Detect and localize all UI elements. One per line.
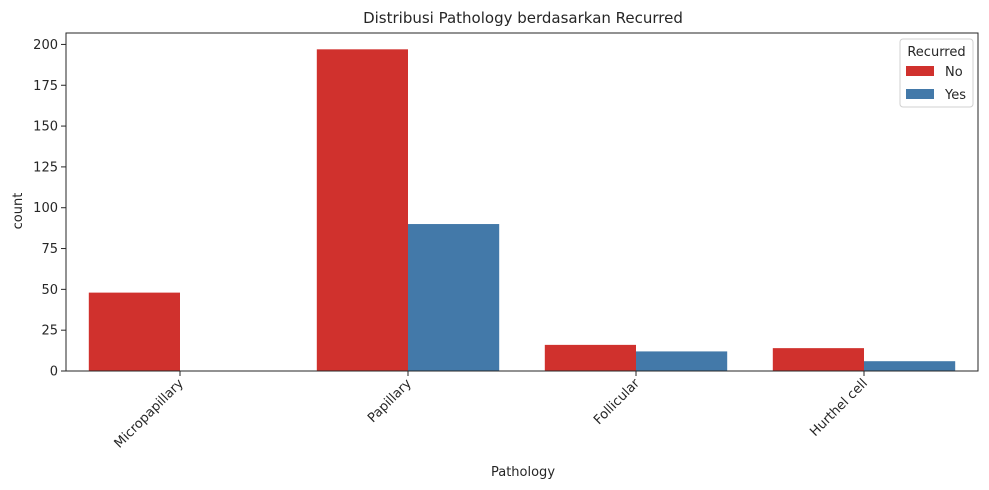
x-tick-label-hurthel-cell: Hurthel cell	[807, 376, 871, 440]
legend-title: Recurred	[907, 45, 965, 60]
y-axis-label: count	[11, 193, 26, 230]
y-tick-label: 200	[33, 38, 58, 53]
bar-no-follicular	[544, 344, 636, 371]
bar-yes-follicular	[636, 351, 728, 371]
legend-label-no: No	[945, 65, 963, 80]
plot-frame	[65, 32, 979, 372]
plot-area: 0 25 50 75 100 125 150 175 200 Micropapillary Papi…	[33, 32, 979, 451]
legend-swatch-yes	[906, 89, 934, 99]
bar-yes-papillary	[408, 224, 500, 371]
legend: Recurred No Yes	[899, 38, 974, 108]
x-tick-label-micropapillary: Micropapillary	[112, 376, 187, 451]
y-tick-label: 175	[33, 79, 58, 94]
bar-no-micropapillary	[88, 292, 180, 371]
y-tick-label: 0	[50, 365, 58, 380]
x-tick-label-papillary: Papillary	[365, 376, 415, 426]
y-tick-label: 125	[33, 160, 58, 175]
legend-label-yes: Yes	[944, 88, 966, 103]
bar-yes-hurthel-cell	[864, 361, 956, 371]
x-axis-label: Pathology	[491, 465, 555, 480]
y-tick-label: 50	[41, 283, 58, 298]
y-tick-label: 100	[33, 201, 58, 216]
y-tick-label: 75	[41, 242, 58, 257]
bar-no-papillary	[316, 49, 408, 371]
y-tick-label: 150	[33, 120, 58, 135]
x-tick-label-follicular: Follicular	[591, 376, 643, 428]
y-tick-label: 25	[41, 324, 58, 339]
legend-swatch-no	[906, 66, 934, 76]
bar-no-hurthel-cell	[772, 348, 864, 371]
chart-title: Distribusi Pathology berdasarkan Recurre…	[363, 9, 683, 27]
